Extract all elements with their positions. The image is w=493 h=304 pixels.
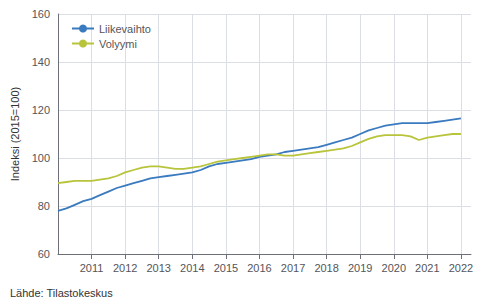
svg-text:2021: 2021 [415,262,439,274]
svg-text:140: 140 [32,56,50,68]
svg-text:60: 60 [38,248,50,260]
svg-text:2011: 2011 [80,262,104,274]
svg-text:Volyymi: Volyymi [99,38,137,50]
svg-text:Lähde: Tilastokeskus: Lähde: Tilastokeskus [10,287,113,299]
svg-text:120: 120 [32,104,50,116]
svg-text:2012: 2012 [113,262,137,274]
svg-text:Indeksi (2015=100): Indeksi (2015=100) [9,87,21,181]
svg-text:2016: 2016 [247,262,271,274]
svg-text:2018: 2018 [314,262,338,274]
svg-text:2013: 2013 [146,262,170,274]
svg-text:160: 160 [32,8,50,20]
svg-text:2014: 2014 [180,262,204,274]
svg-text:Liikevaihto: Liikevaihto [99,23,151,35]
svg-text:2019: 2019 [348,262,372,274]
svg-text:2022: 2022 [449,262,473,274]
svg-text:80: 80 [38,200,50,212]
svg-text:2017: 2017 [281,262,305,274]
svg-text:100: 100 [32,152,50,164]
svg-text:2015: 2015 [214,262,238,274]
svg-text:2020: 2020 [382,262,406,274]
